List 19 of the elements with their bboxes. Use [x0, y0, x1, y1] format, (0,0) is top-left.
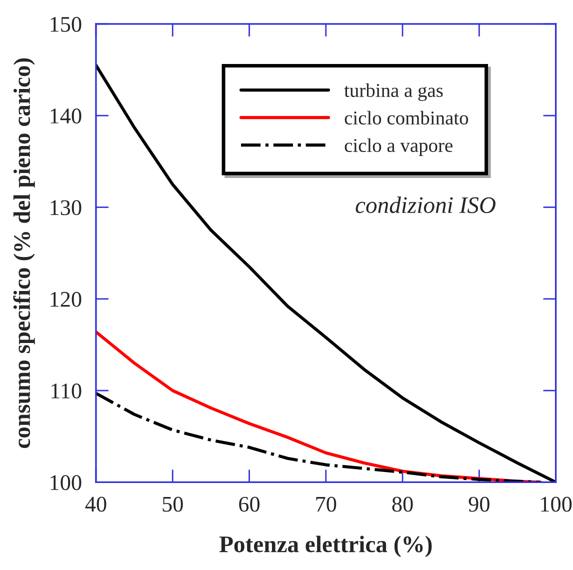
legend-label: ciclo a vapore — [344, 138, 452, 156]
y-tick-label: 150 — [50, 16, 82, 32]
annotation: condizioni ISO — [356, 196, 496, 214]
x-tick-label: 80 — [392, 496, 413, 512]
y-tick-label: 140 — [50, 108, 82, 124]
y-axis-title: consumo specifico (% del pieno carico) — [13, 58, 35, 448]
x-tick-label: 90 — [468, 496, 490, 512]
y-tick-label: 130 — [50, 200, 82, 216]
y-tick-label: 100 — [50, 475, 82, 490]
x-tick-label: 40 — [85, 496, 106, 512]
x-tick-label: 50 — [162, 496, 183, 512]
x-axis-title: Potenza elettrica (%) — [219, 536, 432, 558]
x-tick-label: 100 — [541, 496, 572, 512]
x-tick-label: 60 — [239, 496, 260, 512]
legend-label: ciclo combinato — [344, 110, 468, 125]
x-tick-label: 70 — [316, 496, 336, 512]
legend-label: turbina a gas — [344, 83, 443, 102]
y-tick-label: 110 — [52, 383, 82, 398]
y-tick-label: 120 — [50, 292, 82, 307]
